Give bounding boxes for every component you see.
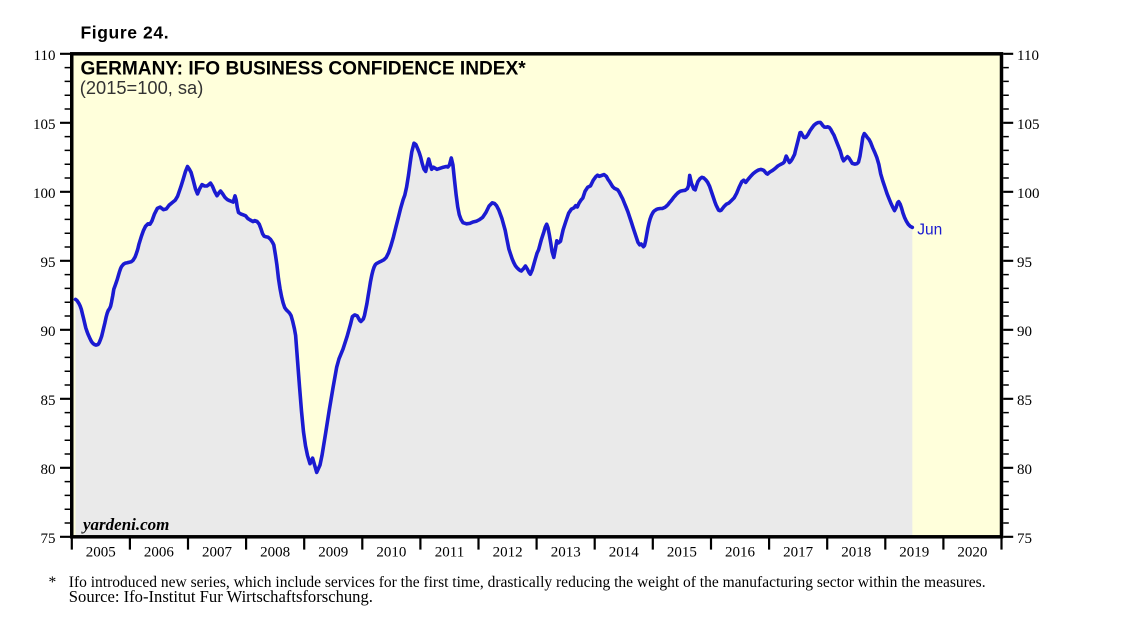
svg-text:2015: 2015 [667, 544, 697, 560]
svg-text:2013: 2013 [551, 544, 581, 560]
svg-text:2019: 2019 [899, 544, 929, 560]
svg-text:95: 95 [1017, 255, 1032, 271]
svg-text:2009: 2009 [318, 544, 348, 560]
svg-text:95: 95 [41, 255, 56, 271]
svg-text:100: 100 [33, 186, 56, 202]
svg-text:2006: 2006 [144, 544, 175, 560]
svg-text:85: 85 [41, 393, 56, 409]
svg-text:105: 105 [33, 117, 56, 133]
svg-text:2016: 2016 [725, 544, 756, 560]
svg-text:110: 110 [34, 48, 56, 64]
svg-text:2008: 2008 [260, 544, 290, 560]
svg-text:75: 75 [1017, 531, 1032, 547]
svg-text:2018: 2018 [841, 544, 871, 560]
svg-text:2011: 2011 [435, 544, 464, 560]
svg-text:GERMANY: IFO BUSINESS CONFIDEN: GERMANY: IFO BUSINESS CONFIDENCE INDEX* [81, 58, 527, 79]
svg-text:110: 110 [1017, 48, 1039, 64]
svg-text:2005: 2005 [86, 544, 116, 560]
svg-text:105: 105 [1017, 117, 1040, 133]
svg-text:yardeni.com: yardeni.com [81, 515, 169, 534]
svg-text:80: 80 [41, 462, 56, 478]
svg-text:2014: 2014 [609, 544, 640, 560]
svg-text:85: 85 [1017, 393, 1032, 409]
svg-text:Jun: Jun [917, 221, 942, 238]
svg-text:*: * [49, 574, 57, 591]
svg-text:(2015=100, sa): (2015=100, sa) [80, 77, 204, 98]
svg-text:2007: 2007 [202, 544, 233, 560]
svg-text:80: 80 [1017, 462, 1032, 478]
svg-text:75: 75 [41, 531, 56, 547]
svg-text:2010: 2010 [376, 544, 406, 560]
svg-text:Ifo introduced new series, whi: Ifo introduced new series, which include… [69, 574, 986, 591]
svg-text:100: 100 [1017, 186, 1040, 202]
svg-text:90: 90 [1017, 324, 1032, 340]
svg-text:90: 90 [41, 324, 56, 340]
svg-text:2017: 2017 [783, 544, 814, 560]
svg-text:2020: 2020 [957, 544, 987, 560]
svg-text:Source: Ifo-Institut Fur Wirts: Source: Ifo-Institut Fur Wirtschaftsfors… [69, 587, 373, 606]
svg-text:Figure 24.: Figure 24. [81, 22, 170, 42]
svg-text:2012: 2012 [493, 544, 523, 560]
